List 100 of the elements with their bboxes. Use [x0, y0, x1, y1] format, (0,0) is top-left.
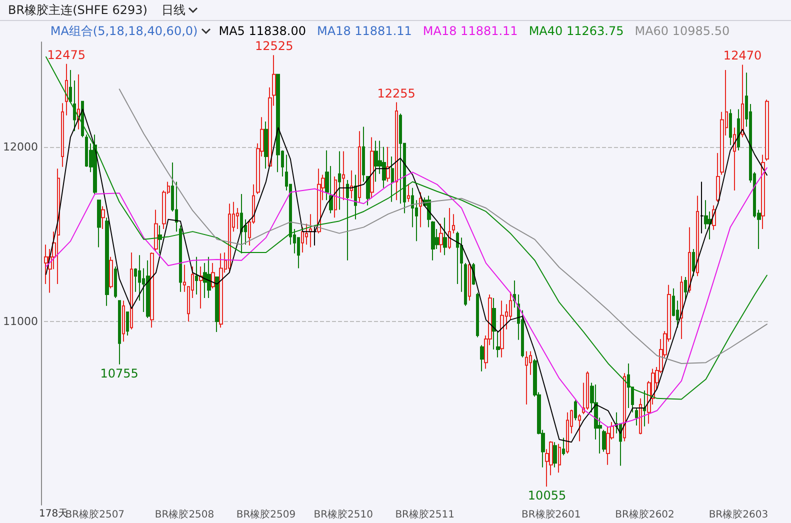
- candlestick: [700, 181, 704, 234]
- candlestick: [480, 344, 484, 372]
- candlestick: [199, 266, 203, 309]
- candlestick: [448, 207, 451, 250]
- candlestick: [114, 266, 117, 298]
- candlestick: [342, 150, 345, 201]
- candlestick: [558, 443, 561, 474]
- candlestick: [105, 217, 109, 306]
- chart-title: BR橡胶主连(SHFE 6293): [8, 2, 148, 18]
- candlestick: [439, 223, 443, 254]
- candlestick: [574, 400, 577, 421]
- candlestick: [452, 214, 455, 234]
- candlestick: [118, 300, 121, 365]
- candlestick: [566, 412, 569, 454]
- candlestick: [562, 437, 565, 456]
- candlestick: [211, 262, 215, 289]
- candlestick: [623, 372, 626, 442]
- text: MA18 11881.11: [422, 24, 518, 38]
- candlestick: [109, 256, 113, 289]
- annotation: 12470: [723, 48, 762, 63]
- candlestick: [338, 150, 341, 210]
- candlestick: [77, 74, 80, 130]
- candlestick: [69, 69, 72, 104]
- candlestick: [240, 194, 243, 254]
- text: MA40 11263.75: [528, 24, 624, 38]
- y-tick-label: 11000: [2, 315, 38, 328]
- candlestick: [264, 120, 268, 170]
- line-series: [46, 108, 768, 443]
- candlestick: [374, 140, 378, 182]
- candlestick: [741, 64, 744, 138]
- candlestick: [386, 146, 390, 182]
- line-series: [118, 88, 768, 364]
- candlestick: [635, 408, 638, 426]
- candlestick: [276, 74, 280, 173]
- candlestick: [362, 126, 365, 182]
- candlestick: [496, 332, 500, 358]
- x-tick-label: BR橡胶2602: [615, 508, 674, 520]
- annotation: 12525: [255, 39, 294, 54]
- candlestick: [309, 214, 312, 248]
- candlestick: [680, 276, 683, 340]
- candlestick: [578, 414, 581, 442]
- candlestick: [643, 390, 646, 427]
- candlestick: [431, 220, 435, 261]
- line-series: [46, 167, 768, 428]
- x-tick-label: BR橡胶2511: [395, 508, 454, 520]
- candlestick: [73, 80, 76, 132]
- candlestick: [158, 224, 162, 254]
- candlestick: [65, 63, 68, 116]
- candlestick: [729, 108, 732, 146]
- candlestick: [97, 200, 101, 248]
- candlestick: [122, 300, 125, 342]
- text: MA60 10985.50: [634, 24, 730, 38]
- candlestick: [93, 134, 97, 195]
- candlestick: [716, 152, 720, 202]
- candlestick: [183, 264, 186, 292]
- annotation: 10055: [528, 488, 566, 503]
- candlestick: [692, 248, 695, 277]
- candlestick: [468, 262, 471, 302]
- chart-subtitle: 日线: [161, 2, 186, 18]
- candlestick: [688, 226, 691, 294]
- candlestick: [207, 256, 211, 298]
- candlestick: [513, 280, 516, 308]
- candlestick: [101, 206, 105, 230]
- candlestick: [761, 154, 765, 230]
- annotation: 12475: [47, 48, 86, 62]
- annotation: 10755: [100, 366, 138, 380]
- x-tick-label: BR橡胶2508: [154, 508, 214, 520]
- candlestick: [219, 252, 223, 328]
- candlestick: [737, 108, 740, 151]
- candlestick: [313, 224, 317, 246]
- candlestick: [407, 184, 410, 202]
- candlestick: [525, 350, 528, 406]
- candlestick: [500, 300, 504, 358]
- x-tick-label: BR橡胶2510: [314, 508, 373, 520]
- candlestick: [586, 370, 589, 410]
- candlestick: [627, 362, 630, 409]
- x-tick-label: BR橡胶2603: [708, 508, 768, 520]
- x-tick-label: BR橡胶2601: [521, 508, 581, 520]
- candlestick: [492, 297, 496, 350]
- annotation: 12255: [377, 86, 416, 100]
- candlestick: [301, 226, 304, 254]
- candlestick: [639, 398, 642, 435]
- candlestick: [696, 195, 699, 277]
- candlestick: [334, 176, 337, 218]
- candlestick: [391, 156, 394, 202]
- candlestick: [146, 260, 150, 319]
- text: MA5 11838.00: [218, 24, 306, 38]
- y-tick-label: 12000: [2, 140, 38, 154]
- candlestick: [358, 130, 361, 202]
- candlestick: [733, 127, 736, 192]
- candlestick: [464, 262, 467, 306]
- candlestick: [765, 99, 769, 162]
- candlestick: [370, 136, 374, 199]
- legend-label: MA18 11881.11: [317, 24, 412, 38]
- candlestick: [346, 180, 349, 261]
- candlestick: [130, 252, 133, 330]
- candlestick: [395, 102, 398, 201]
- candlestick: [602, 429, 606, 452]
- candlestick: [228, 203, 231, 274]
- legend-title: MA组合(5,18,18,40,60,0): [50, 22, 199, 40]
